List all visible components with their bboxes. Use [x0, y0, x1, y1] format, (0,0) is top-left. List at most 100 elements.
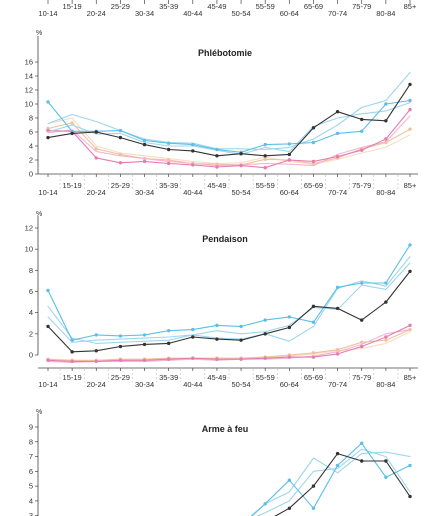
top-age-label-20-24: 20-24: [87, 9, 106, 18]
panel-1-series-blue-1: [47, 99, 411, 153]
panel-2-age-label-75-79: 75-79: [352, 373, 371, 382]
panel-3-y-unit: %: [36, 409, 42, 416]
panel-1-age-label-70-74: 70-74: [328, 188, 347, 197]
panel-2-point-pink-35-39: [166, 357, 171, 361]
panel-2-series-lightblue-3: [47, 262, 411, 343]
panel-2-y-tick-2: 2: [29, 329, 33, 338]
panel-2-point-blue-70-74: [335, 285, 340, 289]
panel-2-age-label-55-59: 55-59: [256, 373, 275, 382]
panel-1-age-label-75-79: 75-79: [352, 181, 371, 190]
top-age-label-50-54: 50-54: [231, 9, 250, 18]
panel-1-point-blue-55-59: [263, 142, 267, 147]
panel-1-age-label-20-24: 20-24: [87, 188, 106, 197]
panel-1-point-black-30-34: [142, 142, 147, 147]
panel-2-point-black-25-29: [118, 344, 123, 349]
panel-1-point-black-25-29: [118, 135, 123, 140]
panel-3-title: Arme à feu: [202, 424, 249, 434]
panel-1-point-black-50-54: [239, 152, 243, 156]
panel-3-point-black-70-74: [335, 451, 340, 456]
panel-1-point-black-60-64: [287, 152, 292, 157]
panel-2-point-pink-70-74: [335, 352, 340, 356]
panel-1-point-blue-70-74: [335, 131, 340, 136]
panel-1-point-pink-75-79: [360, 148, 364, 152]
panel-3-point-blue-70-74: [335, 463, 340, 468]
panel-1-series-lightpeach-7: [47, 117, 411, 165]
panel-2-point-blue-10-14: [46, 288, 50, 293]
panel-1-series-lightblue-3: [47, 102, 411, 155]
panel-3-point-blue-65-69: [311, 506, 316, 510]
panel-2-point-pink-80-84: [384, 335, 388, 339]
panel-3-point-black-60-64: [287, 506, 292, 510]
panel-2-age-label-10-14: 10-14: [38, 380, 57, 389]
panel-1-point-blue-75-79: [360, 129, 364, 133]
panel-2-point-pink-50-54: [239, 357, 243, 361]
panel-1-y-tick-2: 2: [29, 156, 33, 165]
panel-1-point-pink-55-59: [263, 166, 267, 170]
panel-2-age-label-20-24: 20-24: [87, 380, 106, 389]
panel-2-age-label-45-49: 45-49: [207, 373, 226, 382]
panel-2-series-pink-4: [47, 324, 411, 362]
panel-1-series-lightpink-5: [47, 115, 411, 167]
panel-1-point-black-40-44: [191, 149, 195, 153]
panel-2-point-blue-40-44: [191, 327, 195, 332]
top-age-label-40-44: 40-44: [183, 9, 202, 18]
panel-2-point-blue-50-54: [239, 324, 243, 329]
panel-3-y-tick-9: 9: [29, 423, 33, 432]
panel-1-point-blue-30-34: [142, 138, 147, 143]
panel-1-point-blue-80-84: [384, 102, 388, 106]
top-age-label-35-39: 35-39: [159, 2, 178, 11]
panel-3-point-black-65-69: [311, 484, 316, 488]
panel-2-point-pink-65-69: [311, 355, 316, 359]
panel-1-point-peach-85+: [408, 127, 412, 131]
panel-2-age-label-80-84: 80-84: [376, 380, 395, 389]
top-age-label-85+: 85+: [404, 2, 417, 11]
panel-3-y-tick-8: 8: [29, 437, 33, 446]
panel-1-age-label-25-29: 25-29: [111, 181, 130, 190]
panel-3-point-blue-80-84: [384, 475, 388, 479]
panel-1-point-black-55-59: [263, 154, 267, 158]
panel-3-point-blue-85+: [408, 463, 412, 468]
panel-1-age-label-85+: 85+: [404, 181, 417, 190]
panel-2-point-black-45-49: [215, 337, 219, 341]
panel-2-point-blue-25-29: [118, 334, 123, 338]
panel-1-age-label-30-34: 30-34: [135, 188, 154, 197]
panel-1-y-unit: %: [36, 30, 42, 37]
panel-1-y-tick-10: 10: [25, 100, 33, 109]
panel-1-age-label-50-54: 50-54: [231, 188, 250, 197]
panel-2-point-black-10-14: [46, 324, 50, 329]
panel-2-y-tick-0: 0: [29, 351, 33, 360]
panel-2-age-label-60-64: 60-64: [280, 380, 299, 389]
panel-1-point-black-75-79: [360, 117, 364, 122]
panel-2-point-pink-55-59: [263, 356, 267, 360]
panel-2-point-black-35-39: [166, 341, 171, 346]
panel-1-y-tick-12: 12: [25, 86, 33, 95]
panel-1-age-label-40-44: 40-44: [183, 188, 202, 197]
panel-1-point-black-45-49: [215, 154, 219, 158]
panel-1-series-pink-4: [47, 109, 411, 169]
panel-2-point-peach-80-84: [384, 338, 388, 342]
panel-3-point-blue-55-59: [263, 502, 267, 506]
panel-2-point-pink-85+: [408, 323, 412, 328]
top-age-label-10-14: 10-14: [38, 9, 57, 18]
panel-2-y-tick-10: 10: [25, 245, 33, 254]
top-age-label-65-69: 65-69: [304, 2, 323, 11]
panel-1-point-black-15-19: [70, 131, 74, 136]
panel-1-point-black-70-74: [335, 110, 340, 114]
top-age-label-25-29: 25-29: [111, 2, 130, 11]
panel-2-age-label-70-74: 70-74: [328, 380, 347, 389]
panel-2-point-blue-75-79: [360, 281, 364, 285]
panel-1-age-label-65-69: 65-69: [304, 181, 323, 190]
panel-1-point-pink-35-39: [166, 161, 171, 166]
panel-3-y-tick-7: 7: [29, 452, 33, 461]
top-age-label-45-49: 45-49: [207, 2, 226, 11]
panel-2-point-peach-75-79: [360, 340, 364, 344]
panel-3-y-tick-5: 5: [29, 482, 33, 491]
panel-2-point-black-15-19: [70, 350, 74, 354]
panel-3-point-black-80-84: [384, 459, 388, 463]
panel-1-point-blue-60-64: [287, 142, 292, 146]
top-age-label-30-34: 30-34: [135, 9, 154, 18]
panel-2-age-label-15-19: 15-19: [63, 373, 82, 382]
panel-2-point-pink-20-24: [94, 359, 98, 364]
panel-1-point-pink-70-74: [335, 154, 340, 159]
